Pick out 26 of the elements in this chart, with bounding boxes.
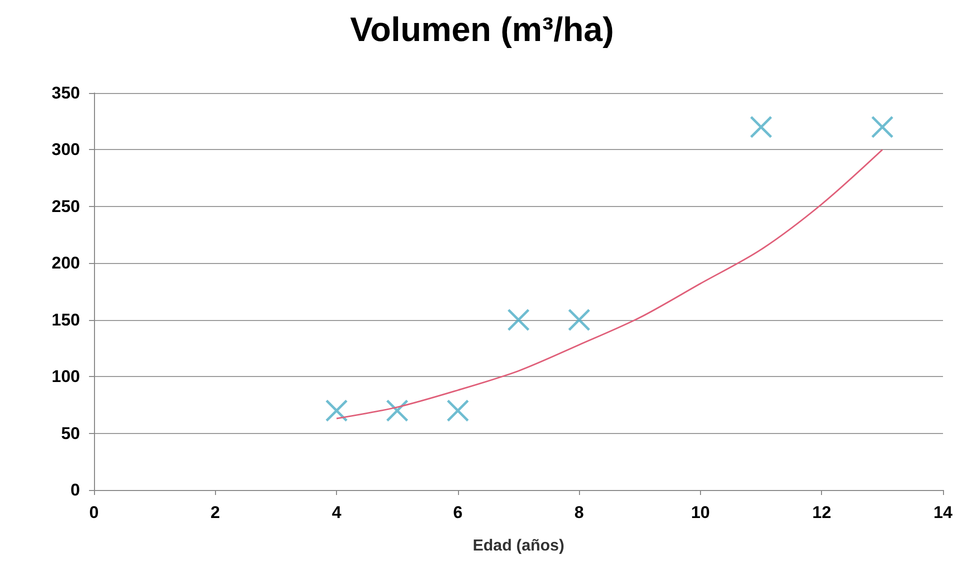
y-tick-label: 350	[52, 84, 80, 102]
y-tick-label: 300	[52, 140, 80, 160]
x-tick-label: 0	[89, 503, 99, 522]
point	[325, 399, 348, 422]
point	[750, 116, 772, 138]
x-tick-label: 10	[690, 503, 710, 522]
x-tick-label: 6	[453, 503, 463, 522]
x-axis-title: Edad (años)	[472, 538, 564, 554]
y-tick-label: 100	[52, 367, 80, 386]
line-series	[336, 148, 884, 420]
point	[568, 308, 590, 332]
point	[507, 308, 530, 332]
x-tick-label: 4	[332, 503, 342, 522]
y-tick-label: 50	[61, 424, 80, 443]
y-tick-label: 0	[70, 480, 80, 500]
x-tick-label: 12	[812, 503, 832, 522]
x-tick-label: 8	[574, 503, 584, 522]
chart-title: Volumen (m³/ha)	[350, 11, 614, 49]
point	[446, 399, 470, 422]
x-tick-label: 14	[934, 503, 953, 522]
point	[386, 399, 408, 422]
point	[871, 116, 894, 138]
y-tick-label: 150	[52, 310, 80, 330]
y-tick-label: 200	[52, 254, 80, 273]
y-tick-label: 250	[52, 196, 80, 216]
x-tick-label: 2	[210, 503, 220, 522]
